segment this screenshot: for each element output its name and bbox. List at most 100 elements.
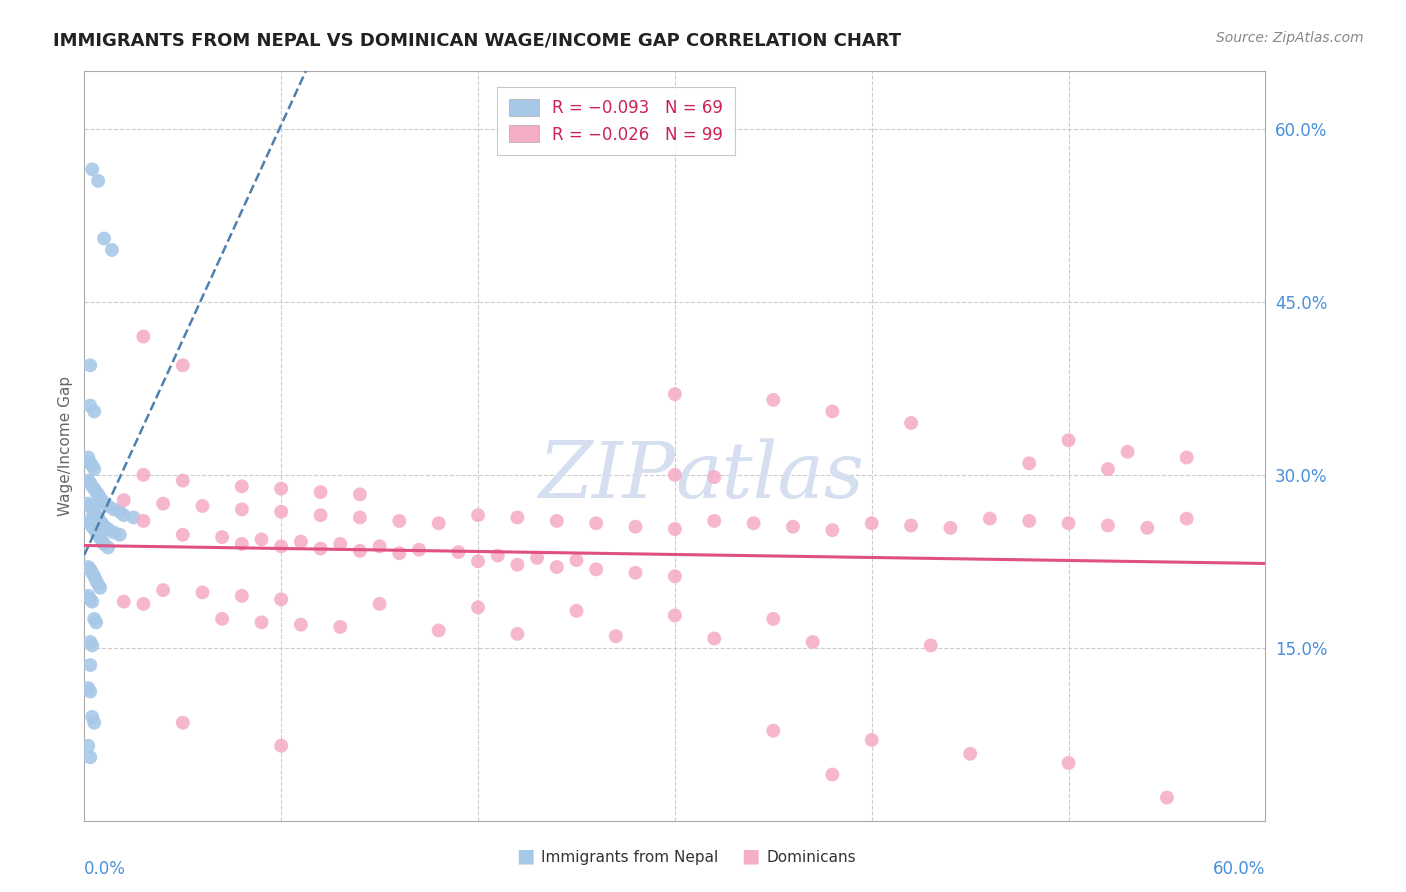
Point bbox=[79, 684, 101, 698]
Point bbox=[91, 493, 114, 508]
Point bbox=[103, 502, 125, 516]
Point bbox=[191, 585, 214, 599]
Point bbox=[84, 508, 107, 523]
Point bbox=[349, 510, 371, 524]
Point bbox=[82, 639, 104, 653]
Point bbox=[624, 519, 647, 533]
Point bbox=[565, 604, 588, 618]
Point bbox=[860, 516, 883, 531]
Point bbox=[250, 533, 273, 547]
Point bbox=[112, 508, 135, 523]
Point bbox=[309, 541, 332, 556]
Point bbox=[506, 510, 529, 524]
Point bbox=[91, 533, 114, 548]
Point bbox=[231, 589, 253, 603]
Point bbox=[368, 597, 391, 611]
Point bbox=[742, 516, 765, 531]
Point bbox=[79, 456, 101, 470]
Point bbox=[79, 516, 101, 531]
Point bbox=[979, 511, 1001, 525]
Point bbox=[132, 329, 155, 343]
Point bbox=[83, 404, 105, 418]
Point bbox=[1097, 462, 1119, 476]
Point bbox=[83, 462, 105, 476]
Point bbox=[1018, 456, 1040, 470]
Point bbox=[77, 560, 100, 574]
Point bbox=[87, 528, 110, 542]
Point bbox=[270, 505, 292, 519]
Point bbox=[801, 635, 824, 649]
Point bbox=[172, 715, 194, 730]
Point bbox=[82, 519, 104, 533]
Point bbox=[506, 627, 529, 641]
Point bbox=[231, 479, 253, 493]
Point bbox=[93, 537, 115, 551]
Point bbox=[664, 387, 686, 401]
Point bbox=[93, 497, 115, 511]
Text: ZIP: ZIP bbox=[537, 438, 675, 514]
Point bbox=[82, 594, 104, 608]
Point bbox=[664, 608, 686, 623]
Point bbox=[152, 497, 174, 511]
Point bbox=[82, 162, 104, 177]
Point bbox=[703, 514, 725, 528]
Point bbox=[77, 739, 100, 753]
Point bbox=[782, 519, 804, 533]
Point bbox=[388, 546, 411, 560]
Point bbox=[112, 594, 135, 608]
Point bbox=[309, 508, 332, 523]
Point bbox=[231, 537, 253, 551]
Point bbox=[91, 516, 114, 531]
Point bbox=[1018, 514, 1040, 528]
Point bbox=[97, 499, 120, 513]
Point bbox=[1057, 756, 1080, 770]
Point bbox=[79, 562, 101, 576]
Point bbox=[97, 522, 120, 536]
Point bbox=[112, 493, 135, 508]
Point bbox=[89, 581, 111, 595]
Point bbox=[79, 635, 101, 649]
Point bbox=[84, 574, 107, 588]
Point bbox=[290, 534, 312, 549]
Text: 60.0%: 60.0% bbox=[1213, 860, 1265, 878]
Point bbox=[900, 416, 922, 430]
Point bbox=[664, 522, 686, 536]
Point bbox=[1057, 516, 1080, 531]
Point bbox=[77, 681, 100, 695]
Point bbox=[1136, 521, 1159, 535]
Point bbox=[211, 612, 233, 626]
Point bbox=[546, 514, 568, 528]
Point bbox=[89, 491, 111, 505]
Point bbox=[762, 392, 785, 407]
Point bbox=[290, 617, 312, 632]
Text: Source: ZipAtlas.com: Source: ZipAtlas.com bbox=[1216, 31, 1364, 45]
Point bbox=[84, 485, 107, 500]
Point bbox=[82, 479, 104, 493]
Point bbox=[939, 521, 962, 535]
Point bbox=[1116, 444, 1139, 458]
Point bbox=[83, 522, 105, 536]
Point bbox=[83, 482, 105, 496]
Point bbox=[172, 474, 194, 488]
Point bbox=[79, 658, 101, 673]
Point bbox=[546, 560, 568, 574]
Point bbox=[506, 558, 529, 572]
Point bbox=[93, 519, 115, 533]
Point bbox=[97, 541, 120, 555]
Point bbox=[82, 458, 104, 473]
Point bbox=[703, 470, 725, 484]
Point bbox=[270, 592, 292, 607]
Point bbox=[1175, 511, 1198, 525]
Point bbox=[83, 612, 105, 626]
Point bbox=[101, 243, 124, 257]
Point bbox=[231, 502, 253, 516]
Point bbox=[82, 566, 104, 580]
Point bbox=[624, 566, 647, 580]
Point bbox=[122, 510, 145, 524]
Legend: R = −0.093   N = 69, R = −0.026   N = 99: R = −0.093 N = 69, R = −0.026 N = 99 bbox=[498, 87, 734, 155]
Point bbox=[79, 475, 101, 490]
Point bbox=[1057, 434, 1080, 448]
Point bbox=[152, 583, 174, 598]
Point bbox=[191, 499, 214, 513]
Point bbox=[83, 505, 105, 519]
